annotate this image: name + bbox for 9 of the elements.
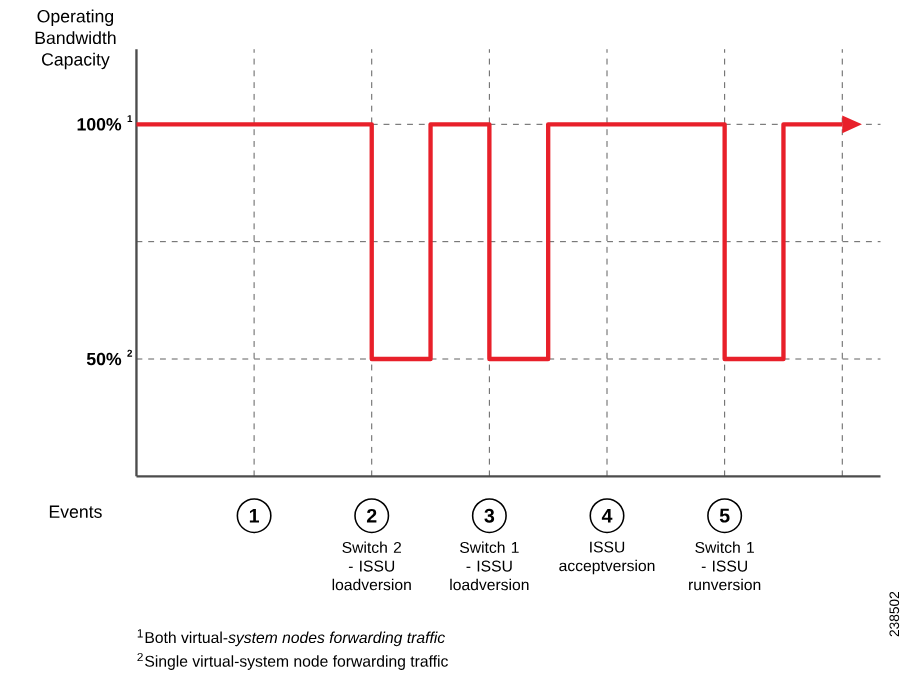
- x-axis-title: Events: [49, 506, 102, 519]
- x-tick-label: 2: [366, 509, 377, 523]
- y-tick-label: 50%: [86, 353, 122, 366]
- y-tick-label: 100%: [77, 118, 122, 132]
- y-axis-title: Operating Bandwidth Capacity: [35, 9, 116, 70]
- x-tick-label: 3: [484, 509, 495, 524]
- x-tick-label: 5: [719, 509, 730, 523]
- x-tick-label: 1: [249, 509, 259, 523]
- x-tick-label: 4: [601, 509, 613, 523]
